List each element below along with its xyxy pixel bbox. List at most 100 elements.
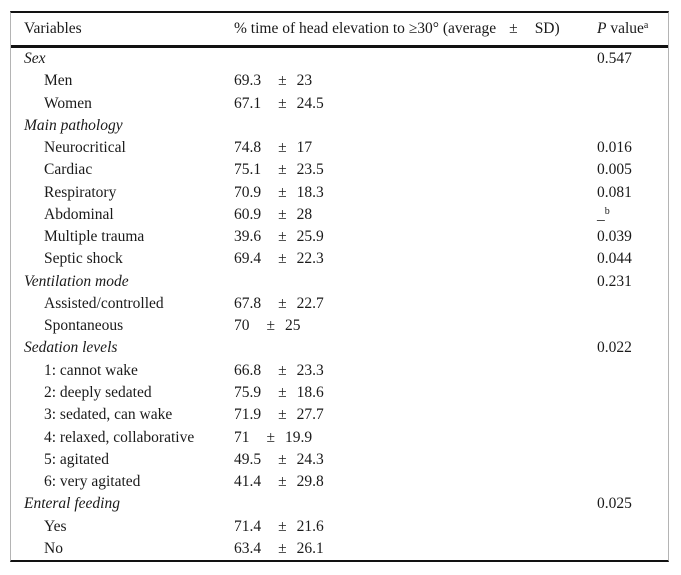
p-value: 0.022 <box>597 339 632 357</box>
row-p-cell <box>597 93 668 115</box>
mean-value: 63.4 <box>234 539 262 557</box>
p-value: 0.025 <box>597 495 632 513</box>
row-p-cell: 0.039 <box>597 226 668 248</box>
row-label: 6: very agitated <box>44 473 141 491</box>
plus-minus-symbol: ± <box>278 205 287 223</box>
table-row: Assisted/controlled 67.8 ±22.7 <box>11 293 668 315</box>
table-row: Sex 0.547 <box>11 48 668 70</box>
table-row: Ventilation mode 0.231 <box>11 271 668 293</box>
row-p-cell <box>597 315 668 337</box>
mean-value: 49.5 <box>234 450 262 468</box>
row-value-cell: 60.9 ±28 <box>234 204 597 226</box>
row-p-cell: 0.547 <box>597 48 668 70</box>
table-row: No 63.4 ±26.1 <box>11 538 668 560</box>
row-label: Respiratory <box>44 183 117 201</box>
plus-minus-symbol: ± <box>278 406 287 424</box>
row-value-cell: 67.8 ±22.7 <box>234 293 597 315</box>
row-value-cell <box>234 115 597 137</box>
row-label: Ventilation mode <box>24 272 129 290</box>
p-value: 0.231 <box>597 272 632 290</box>
row-value-cell: 71 ±19.9 <box>234 427 597 449</box>
sd-value: 25 <box>285 317 301 335</box>
plus-minus-symbol: ± <box>278 94 287 112</box>
sd-value: 18.3 <box>296 183 324 201</box>
table-row: Abdominal 60.9 ±28 _b <box>11 204 668 226</box>
sd-value: 17 <box>296 139 313 157</box>
mean-value: 71.9 <box>234 406 262 424</box>
row-value-cell: 74.8 ±17 <box>234 137 597 159</box>
header-variables: Variables <box>24 20 82 37</box>
row-value-cell <box>234 48 597 70</box>
header-value-column: % time of head elevation to ≥30° (averag… <box>234 13 597 45</box>
table-row: Women 67.1 ±24.5 <box>11 93 668 115</box>
row-value-cell <box>234 337 597 359</box>
row-p-cell <box>597 70 668 92</box>
header-p-rest: value <box>610 20 644 37</box>
mean-value: 41.4 <box>234 473 262 491</box>
row-p-cell: 0.025 <box>597 493 668 515</box>
table-row: Main pathology <box>11 115 668 137</box>
row-value-cell: 67.1 ±24.5 <box>234 93 597 115</box>
mean-value: 75.1 <box>234 161 262 179</box>
row-value-cell: 75.1 ±23.5 <box>234 159 597 181</box>
row-label: 4: relaxed, collaborative <box>44 428 195 446</box>
sd-value: 23.3 <box>296 361 324 379</box>
header-plus-minus-symbol: ± <box>509 20 518 37</box>
sd-value: 29.8 <box>296 473 324 491</box>
row-label: 3: sedated, can wake <box>44 406 173 424</box>
p-footnote-marker: b <box>604 205 610 217</box>
row-p-cell: 0.081 <box>597 182 668 204</box>
mean-value: 74.8 <box>234 139 262 157</box>
row-p-cell <box>597 382 668 404</box>
plus-minus-symbol: ± <box>278 361 287 379</box>
row-value-cell: 75.9 ±18.6 <box>234 382 597 404</box>
table-row: 1: cannot wake 66.8 ±23.3 <box>11 360 668 382</box>
sd-value: 23 <box>296 72 313 90</box>
table-row: Yes 71.4 ±21.6 <box>11 516 668 538</box>
plus-minus-symbol: ± <box>278 161 287 179</box>
row-label: Sedation levels <box>24 339 118 357</box>
row-label: Septic shock <box>44 250 123 268</box>
sd-value: 24.3 <box>296 450 324 468</box>
row-value-cell: 49.5 ±24.3 <box>234 449 597 471</box>
row-label: Abdominal <box>44 205 114 223</box>
row-label: Women <box>44 94 92 112</box>
plus-minus-symbol: ± <box>278 139 287 157</box>
p-value: _ <box>597 205 605 223</box>
mean-value: 71 <box>234 428 250 446</box>
row-label: Cardiac <box>44 161 93 179</box>
sd-value: 22.7 <box>296 294 324 312</box>
row-p-cell: 0.022 <box>597 337 668 359</box>
table-row: Spontaneous 70 ±25 <box>11 315 668 337</box>
sd-value: 22.3 <box>296 250 324 268</box>
table-row: Enteral feeding 0.025 <box>11 493 668 515</box>
sd-value: 19.9 <box>285 428 313 446</box>
row-label: Spontaneous <box>44 317 124 335</box>
table-row: Multiple trauma 39.6 ±25.9 0.039 <box>11 226 668 248</box>
row-label: Neurocritical <box>44 139 126 157</box>
plus-minus-symbol: ± <box>266 428 276 446</box>
table-row: Septic shock 69.4 ±22.3 0.044 <box>11 248 668 270</box>
p-value: 0.016 <box>597 139 632 157</box>
row-label: Men <box>44 72 73 90</box>
row-p-cell <box>597 471 668 493</box>
row-p-cell <box>597 538 668 560</box>
row-p-cell: 0.231 <box>597 271 668 293</box>
sd-value: 23.5 <box>296 161 324 179</box>
plus-minus-symbol: ± <box>278 539 287 557</box>
mean-value: 70.9 <box>234 183 262 201</box>
sd-value: 28 <box>296 205 313 223</box>
sd-value: 26.1 <box>296 539 324 557</box>
row-p-cell <box>597 293 668 315</box>
table-header-row: Variables % time of head elevation to ≥3… <box>11 13 668 48</box>
table-row: 2: deeply sedated 75.9 ±18.6 <box>11 382 668 404</box>
plus-minus-symbol: ± <box>278 250 287 268</box>
sd-value: 21.6 <box>296 517 324 535</box>
table-row: 5: agitated 49.5 ±24.3 <box>11 449 668 471</box>
p-value: 0.039 <box>597 228 632 246</box>
plus-minus-symbol: ± <box>278 228 287 246</box>
row-p-cell: 0.016 <box>597 137 668 159</box>
plus-minus-symbol: ± <box>278 183 287 201</box>
mean-value: 75.9 <box>234 383 262 401</box>
